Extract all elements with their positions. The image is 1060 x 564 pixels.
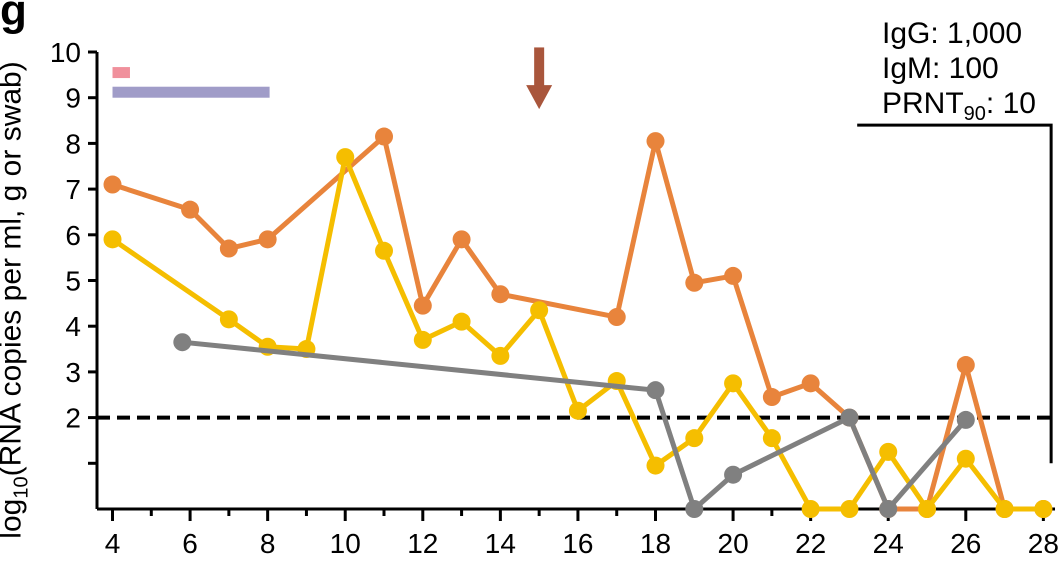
- treatment-bar-2: [112, 86, 270, 98]
- series-3-point: [879, 500, 898, 518]
- arrow-shaft: [534, 47, 545, 88]
- series-2-point: [491, 346, 510, 365]
- series-1-point: [413, 296, 432, 315]
- panel-letter: g: [0, 0, 27, 35]
- series-3-point: [173, 333, 192, 352]
- x-tick-label: 6: [182, 528, 198, 559]
- series-2-point: [1034, 500, 1053, 518]
- igg-annotation: IgG: 1,000: [882, 17, 1023, 50]
- axes: 2 3 4 5 6 7 8 9 10 4 6 8 10 12 14 16 18 20 22 24 26 28: [50, 37, 1059, 559]
- x-tick-label: 18: [640, 528, 671, 559]
- series-3-point: [724, 465, 743, 484]
- series-1-point: [103, 175, 122, 194]
- series-2-point: [413, 330, 432, 349]
- series-2-point: [568, 401, 587, 420]
- y-tick-label: 7: [65, 174, 81, 205]
- treatment-bars: [112, 67, 270, 98]
- prnt-prefix: PRNT: [882, 87, 964, 120]
- series-2-point: [685, 429, 704, 448]
- series-2-point: [995, 500, 1014, 518]
- series-2-point: [103, 230, 122, 249]
- x-tick-label: 10: [330, 528, 361, 559]
- series-1-point: [452, 230, 471, 249]
- series-2-point: [956, 449, 975, 468]
- series-1-point: [375, 127, 394, 146]
- y-tick-label: 10: [50, 37, 81, 68]
- series-2-point: [762, 429, 781, 448]
- series-1-point: [801, 374, 820, 393]
- serology-bracket: [857, 123, 1053, 464]
- x-tick-label: 24: [873, 528, 904, 559]
- prnt-annotation: PRNT90: 10: [882, 86, 1036, 132]
- x-tick-label: 28: [1028, 528, 1059, 559]
- series-3-point: [646, 381, 665, 400]
- y-tick-label: 9: [65, 83, 81, 114]
- series-2-point: [219, 310, 238, 329]
- series-2-point: [801, 500, 820, 518]
- series-1-point: [258, 230, 277, 249]
- series-3: [173, 333, 975, 518]
- series-1-point: [956, 356, 975, 375]
- x-tick-label: 20: [718, 528, 749, 559]
- series-1-point: [724, 266, 743, 285]
- series-2: [103, 148, 1053, 518]
- series-2-point: [375, 241, 394, 260]
- y-tick-label: 8: [65, 128, 81, 159]
- prnt-value: : 10: [985, 87, 1036, 120]
- y-tick-label: 5: [65, 266, 81, 297]
- x-tick-label: 26: [950, 528, 981, 559]
- series-2-point: [879, 442, 898, 461]
- x-tick-label: 16: [562, 528, 593, 559]
- x-tick-label: 4: [105, 528, 121, 559]
- series-1-line: [111, 134, 1044, 512]
- series-3-point: [956, 410, 975, 429]
- antibody-annotation: IgG: 1,000 IgM: 100 PRNT90: 10: [882, 16, 1036, 132]
- series-3-point: [840, 408, 859, 427]
- series-1-point: [646, 132, 665, 151]
- series-1: [103, 127, 1053, 518]
- y-tick-label: 4: [65, 311, 81, 342]
- series-2-point: [452, 312, 471, 331]
- series-1-point: [491, 285, 510, 304]
- series-2-line: [111, 154, 1044, 512]
- series-1-point: [762, 388, 781, 407]
- x-tick-label: 14: [485, 528, 516, 559]
- series-3-point: [685, 500, 704, 518]
- chart-annotations: [526, 47, 1053, 464]
- series-1-point: [607, 308, 626, 327]
- x-tick-label: 22: [795, 528, 826, 559]
- series-2-point: [336, 148, 355, 167]
- x-tick-label: 8: [260, 528, 276, 559]
- series-1-point: [181, 200, 200, 219]
- x-tick-label: 12: [407, 528, 438, 559]
- arrow-head: [526, 85, 553, 110]
- series-2-point: [646, 456, 665, 475]
- treatment-bar-1: [112, 67, 130, 79]
- series-2-point: [724, 374, 743, 393]
- series-2-point: [530, 301, 549, 320]
- series-group: [103, 127, 1053, 518]
- y-tick-label: 6: [65, 220, 81, 251]
- prnt-subscript: 90: [963, 103, 986, 125]
- series-1-point: [219, 239, 238, 258]
- y-tick-label: 3: [65, 357, 81, 388]
- series-2-point: [918, 500, 937, 518]
- series-2-point: [840, 500, 859, 518]
- series-1-point: [685, 273, 704, 292]
- y-tick-label: 2: [65, 403, 81, 434]
- igm-annotation: IgM: 100: [882, 52, 999, 85]
